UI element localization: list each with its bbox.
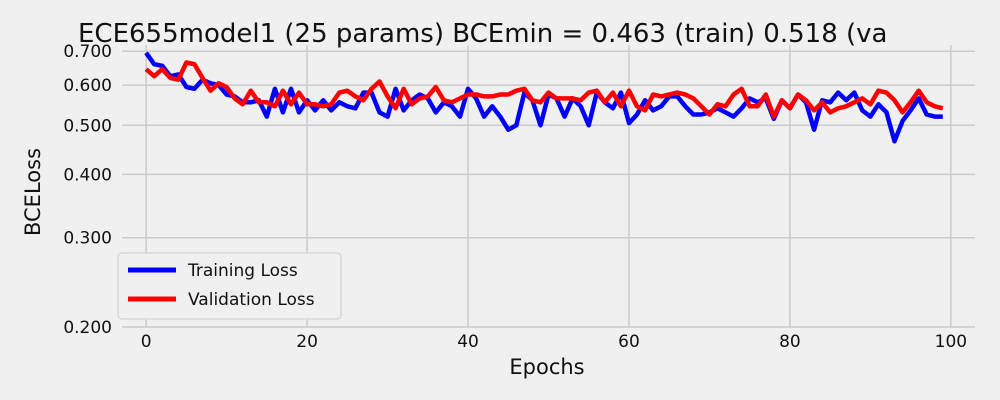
series-lines [144,51,944,144]
x-axis-label: Epochs [509,355,584,379]
y-axis-label: BCELoss [21,148,45,236]
x-tick-label: 80 [779,332,801,352]
legend: Training Loss Validation Loss [117,252,342,320]
legend-label-training: Training Loss [187,261,298,281]
y-tick-label: 0.500 [63,116,112,136]
legend-label-validation: Validation Loss [188,290,315,310]
y-tick-label: 0.700 [63,42,112,62]
y-tick-label: 0.300 [63,229,112,249]
x-tick-label: 40 [457,332,479,352]
tick-labels: 0 20 40 60 80 100 0.200 0.300 0.400 0.500 0.600 0.7… [63,42,967,352]
x-tick-label: 0 [141,332,152,352]
x-tick-label: 60 [618,332,640,352]
x-tick-label: 100 [935,332,967,352]
x-tick-label: 20 [296,332,318,352]
validation-loss-line [144,60,944,119]
chart-title: ECE655model1 (25 params) BCEmin = 0.463 … [78,19,887,49]
y-tick-label: 0.200 [63,318,112,338]
y-tick-label: 0.400 [63,165,112,185]
y-tick-label: 0.600 [63,76,112,96]
